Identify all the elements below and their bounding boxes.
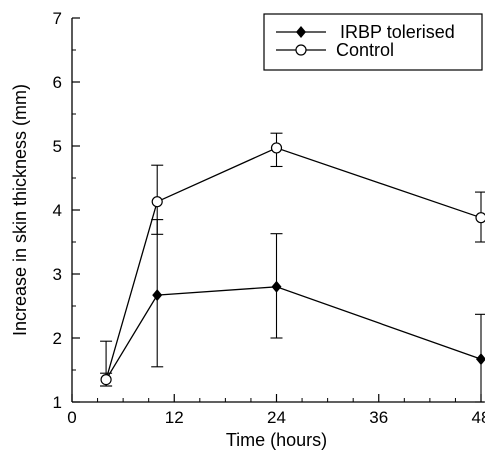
series-line-irbp-tolerised <box>105 286 482 380</box>
data-point-control <box>475 212 485 224</box>
x-tick-label: 24 <box>267 408 286 427</box>
legend-label-irbp-tolerised: IRBP tolerised <box>340 22 455 42</box>
y-tick-label: 3 <box>53 265 62 284</box>
y-tick-label: 4 <box>53 201 62 220</box>
x-tick-label: 12 <box>165 408 184 427</box>
legend-marker-control <box>295 44 307 56</box>
y-tick-label: 1 <box>53 393 62 412</box>
data-point-irbp-tolerised <box>476 353 485 366</box>
ticks: 1234567012243648 <box>53 9 485 427</box>
y-tick-label: 2 <box>53 329 62 348</box>
x-tick-label: 36 <box>369 408 388 427</box>
y-axis-label: Increase in skin thickness (mm) <box>10 84 30 336</box>
series-markers <box>100 142 485 386</box>
x-tick-label: 0 <box>67 408 76 427</box>
y-tick-label: 6 <box>53 73 62 92</box>
x-axis-label: Time (hours) <box>226 430 327 450</box>
legend-label-control: Control <box>336 40 394 60</box>
series-line-control <box>105 147 482 380</box>
legend-box <box>263 13 483 71</box>
error-bars <box>100 132 485 403</box>
y-tick-label: 5 <box>53 137 62 156</box>
series-lines <box>105 147 482 380</box>
x-tick-label: 48 <box>472 408 485 427</box>
data-point-irbp-tolerised <box>271 280 282 293</box>
y-tick-label: 7 <box>53 9 62 28</box>
data-point-control <box>151 196 163 208</box>
data-point-irbp-tolerised <box>152 289 163 302</box>
axes <box>71 18 484 403</box>
data-point-control <box>270 142 283 154</box>
data-point-control <box>100 374 112 386</box>
legend-marker-irbp-tolerised <box>296 26 306 38</box>
